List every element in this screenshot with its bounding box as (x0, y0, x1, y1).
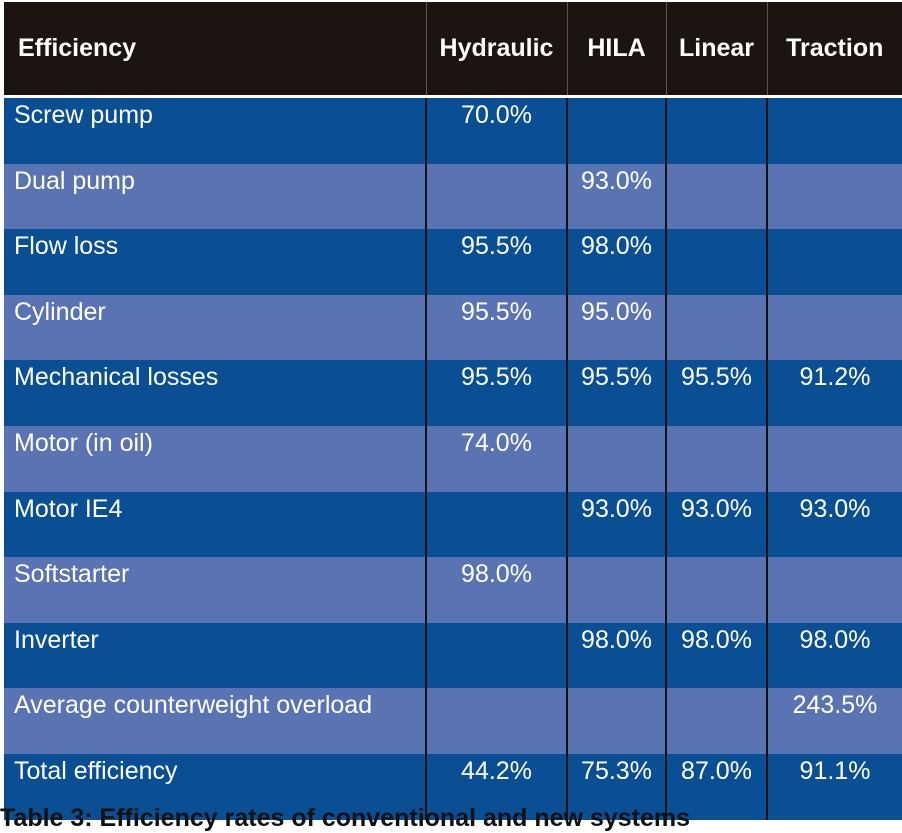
table-cell: 98.0% (426, 557, 568, 623)
row-label: Mechanical losses (4, 360, 427, 426)
table-cell (426, 622, 568, 689)
table-row: Softstarter 98.0% (4, 557, 902, 623)
table-row: Mechanical losses 95.5% 95.5% 95.5% 91.2% (4, 360, 902, 426)
row-label: Dual pump (4, 163, 427, 230)
table-cell: 95.5% (666, 360, 768, 426)
table-cell: 93.0% (666, 491, 768, 558)
table-cell: 74.0% (426, 425, 568, 492)
column-header: Hydraulic (426, 2, 568, 97)
row-label: Cylinder (4, 294, 427, 361)
table-cell: 98.0% (666, 622, 768, 689)
column-header: HILA (567, 2, 667, 97)
table-cell (567, 425, 667, 492)
table-cell (666, 557, 768, 623)
efficiency-table: Efficiency Hydraulic HILA Linear Traction Sc… (4, 2, 902, 820)
table-cell (426, 491, 568, 558)
table-cell (666, 425, 768, 492)
table-row: Dual pump 93.0% (4, 163, 902, 230)
row-label: Flow loss (4, 229, 427, 295)
table-cell: 95.0% (567, 294, 667, 361)
table-cell (767, 425, 902, 492)
table-cell (426, 163, 568, 230)
table-row: Motor (in oil) 74.0% (4, 425, 902, 492)
row-label: Motor IE4 (4, 491, 427, 558)
table-caption: Table 3: Efficiency rates of conventiona… (0, 804, 691, 832)
table-cell (567, 557, 667, 623)
table-cell (666, 294, 768, 361)
column-header: Efficiency (4, 2, 427, 97)
row-label: Average counterweight overload (4, 688, 427, 754)
table-row: Screw pump 70.0% (4, 96, 902, 164)
table-row: Inverter 98.0% 98.0% 98.0% (4, 622, 902, 689)
row-label: Inverter (4, 622, 427, 689)
table-cell (666, 163, 768, 230)
table-cell: 75.3% (567, 753, 667, 820)
table-cell: 91.1% (767, 753, 902, 820)
table-cell: 95.5% (426, 229, 568, 295)
table-cell: 93.0% (767, 491, 902, 558)
header-row: Efficiency Hydraulic HILA Linear Traction (4, 2, 902, 97)
table-cell (666, 229, 768, 295)
table-cell: 93.0% (567, 491, 667, 558)
table-cell (567, 688, 667, 754)
table-cell: 91.2% (767, 360, 902, 426)
table-row: Average counterweight overload 243.5% (4, 688, 902, 754)
table-row: Motor IE4 93.0% 93.0% 93.0% (4, 491, 902, 558)
table-cell: 44.2% (426, 753, 568, 820)
table-cell (767, 229, 902, 295)
table-row: Total efficiency 44.2% 75.3% 87.0% 91.1% (4, 753, 902, 820)
table-cell: 98.0% (767, 622, 902, 689)
column-header: Traction (767, 2, 902, 97)
table-cell: 98.0% (567, 229, 667, 295)
table-cell (767, 294, 902, 361)
table-cell: 87.0% (666, 753, 768, 820)
table-cell: 243.5% (767, 688, 902, 754)
table-row: Cylinder 95.5% 95.0% (4, 294, 902, 361)
table-cell: 95.5% (426, 294, 568, 361)
table-cell (666, 96, 768, 164)
table-cell: 70.0% (426, 96, 568, 164)
table-cell (426, 688, 568, 754)
table-cell (567, 96, 667, 164)
column-header: Linear (666, 2, 768, 97)
table-cell: 93.0% (567, 163, 667, 230)
table-cell: 98.0% (567, 622, 667, 689)
table-cell (666, 688, 768, 754)
table-row: Flow loss 95.5% 98.0% (4, 229, 902, 295)
row-label: Screw pump (4, 96, 427, 164)
table-cell: 95.5% (567, 360, 667, 426)
table-cell: 95.5% (426, 360, 568, 426)
table-cell (767, 163, 902, 230)
row-label: Motor (in oil) (4, 425, 427, 492)
table-cell (767, 557, 902, 623)
row-label: Total efficiency (4, 753, 427, 820)
table-cell (767, 96, 902, 164)
row-label: Softstarter (4, 557, 427, 623)
